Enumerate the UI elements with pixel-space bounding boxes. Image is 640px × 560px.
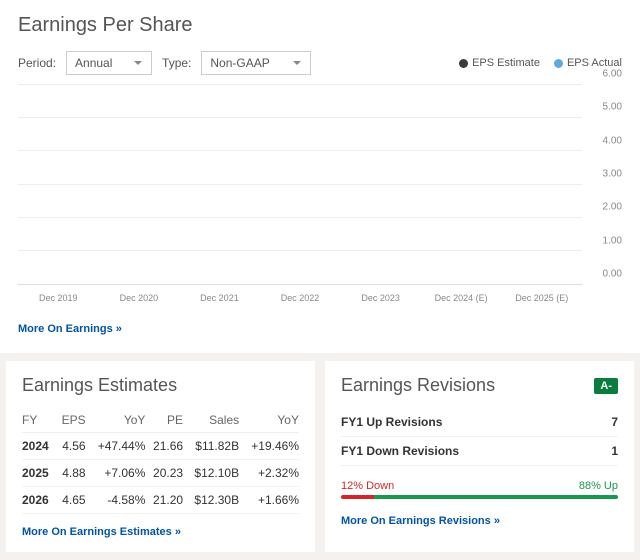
legend-actual-label: EPS Actual <box>567 57 622 69</box>
type-value: Non-GAAP <box>210 56 269 70</box>
revisions-panel: Earnings Revisions A- FY1 Up Revisions7F… <box>325 361 634 552</box>
revision-row: FY1 Up Revisions 7 <box>341 408 618 437</box>
revision-value: 1 <box>611 444 618 458</box>
cell-yoy-sales: +2.32% <box>239 460 299 487</box>
more-estimates-link[interactable]: More On Earnings Estimates » <box>22 526 181 538</box>
x-axis-label: Dec 2023 <box>340 287 421 315</box>
x-axis-label: Dec 2021 <box>179 287 260 315</box>
cell-eps: 4.65 <box>55 487 85 514</box>
legend-dot-actual <box>554 59 563 68</box>
revisions-bar: 12% Down 88% Up <box>341 480 618 499</box>
cell-sales: $12.10B <box>183 460 239 487</box>
x-axis-label: Dec 2020 <box>99 287 180 315</box>
cell-yoy-eps: +7.06% <box>86 460 146 487</box>
cell-fy: 2025 <box>22 460 55 487</box>
cell-pe: 21.20 <box>145 487 183 514</box>
chevron-down-icon <box>133 58 143 68</box>
y-axis-label: 6.00 <box>588 69 622 80</box>
y-axis-label: 0.00 <box>588 269 622 280</box>
revision-label: FY1 Up Revisions <box>341 415 442 429</box>
cell-eps: 4.88 <box>55 460 85 487</box>
grade-badge: A- <box>594 378 618 394</box>
cell-sales: $11.82B <box>183 433 239 460</box>
estimates-table: FYEPSYoYPESalesYoY 20244.56+47.44%21.66$… <box>22 408 299 514</box>
x-axis-label: Dec 2019 <box>18 287 99 315</box>
revisions-title: Earnings Revisions <box>341 375 495 396</box>
more-revisions-link[interactable]: More On Earnings Revisions » <box>341 515 500 527</box>
y-axis-label: 1.00 <box>588 235 622 246</box>
legend-estimate-label: EPS Estimate <box>472 57 540 69</box>
period-value: Annual <box>75 56 112 70</box>
cell-pe: 20.23 <box>145 460 183 487</box>
down-pct-label: 12% Down <box>341 480 394 492</box>
x-axis-label: Dec 2022 <box>260 287 341 315</box>
y-axis-label: 5.00 <box>588 102 622 113</box>
table-header: EPS <box>55 408 85 433</box>
more-earnings-link[interactable]: More On Earnings » <box>18 323 122 335</box>
cell-sales: $12.30B <box>183 487 239 514</box>
period-label: Period: <box>18 56 56 70</box>
up-bar-segment <box>374 495 618 499</box>
cell-yoy-eps: +47.44% <box>86 433 146 460</box>
cell-eps: 4.56 <box>55 433 85 460</box>
type-select[interactable]: Non-GAAP <box>201 51 311 75</box>
revision-row: FY1 Down Revisions 1 <box>341 437 618 466</box>
type-label: Type: <box>162 56 191 70</box>
table-header: FY <box>22 408 55 433</box>
x-axis-label: Dec 2025 (E) <box>501 287 582 315</box>
cell-yoy-sales: +19.46% <box>239 433 299 460</box>
cell-yoy-sales: +1.66% <box>239 487 299 514</box>
y-axis-label: 4.00 <box>588 135 622 146</box>
up-pct-label: 88% Up <box>579 480 618 492</box>
table-header: YoY <box>239 408 299 433</box>
legend-dot-estimate <box>459 59 468 68</box>
estimates-title: Earnings Estimates <box>22 375 299 396</box>
table-header: YoY <box>86 408 146 433</box>
y-axis-label: 3.00 <box>588 169 622 180</box>
x-axis-label: Dec 2024 (E) <box>421 287 502 315</box>
y-axis-label: 2.00 <box>588 202 622 213</box>
cell-yoy-eps: -4.58% <box>86 487 146 514</box>
table-row: 20264.65-4.58%21.20$12.30B+1.66% <box>22 487 299 514</box>
eps-chart: 0.001.002.003.004.005.006.00 Dec 2019Dec… <box>18 85 622 315</box>
table-header: Sales <box>183 408 239 433</box>
estimates-panel: Earnings Estimates FYEPSYoYPESalesYoY 20… <box>6 361 315 552</box>
table-header: PE <box>145 408 183 433</box>
cell-fy: 2024 <box>22 433 55 460</box>
cell-fy: 2026 <box>22 487 55 514</box>
period-select[interactable]: Annual <box>66 51 152 75</box>
revision-label: FY1 Down Revisions <box>341 444 459 458</box>
page-title: Earnings Per Share <box>18 14 622 37</box>
down-bar-segment <box>341 495 374 499</box>
cell-pe: 21.66 <box>145 433 183 460</box>
controls-row: Period: Annual Type: Non-GAAP EPS Estima… <box>18 51 622 75</box>
chart-legend: EPS Estimate EPS Actual <box>459 57 622 69</box>
revision-value: 7 <box>611 415 618 429</box>
table-row: 20244.56+47.44%21.66$11.82B+19.46% <box>22 433 299 460</box>
chevron-down-icon <box>292 58 302 68</box>
table-row: 20254.88+7.06%20.23$12.10B+2.32% <box>22 460 299 487</box>
